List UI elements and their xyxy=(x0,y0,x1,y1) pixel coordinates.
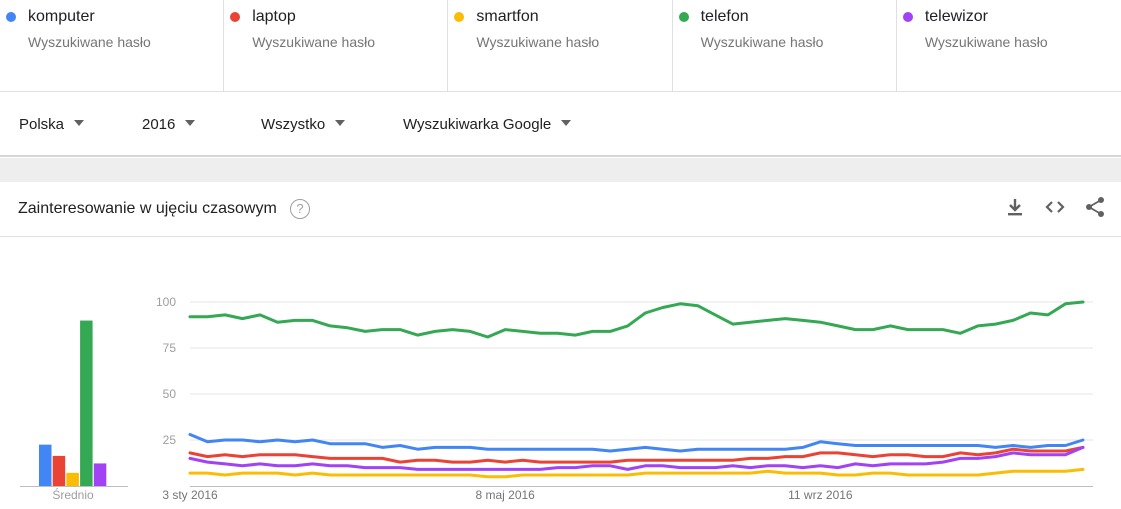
section-divider xyxy=(0,158,1121,182)
y-tick-label: 75 xyxy=(163,341,177,355)
average-label: Średnio xyxy=(52,487,94,502)
category-dropdown[interactable]: Wszystko xyxy=(261,116,346,133)
x-tick-label: 8 maj 2016 xyxy=(475,488,535,502)
download-icon[interactable] xyxy=(1002,194,1028,220)
average-bar-smartfon xyxy=(66,472,79,486)
average-bar-telefon xyxy=(80,320,93,486)
category-value: Wszystko xyxy=(261,116,326,133)
series-line-telewizor xyxy=(188,445,1085,471)
series-color-dot xyxy=(230,12,241,22)
dropdown-caret-icon xyxy=(185,120,196,126)
term-type: Wyszukiwane hasło xyxy=(476,34,600,50)
dropdown-caret-icon xyxy=(335,120,346,126)
term-card-komputer[interactable]: komputer Wyszukiwane hasło xyxy=(0,0,225,92)
term-type: Wyszukiwane hasło xyxy=(924,34,1048,50)
series-line-telefon xyxy=(188,300,1085,339)
series-color-dot xyxy=(6,12,16,22)
series-color-dot xyxy=(678,12,689,22)
term-card-telewizor[interactable]: telewizor Wyszukiwane hasło xyxy=(897,0,1121,92)
dropdown-caret-icon xyxy=(74,120,85,126)
share-icon[interactable] xyxy=(1082,194,1108,220)
series-color-dot xyxy=(454,12,465,22)
y-tick-label: 50 xyxy=(163,387,177,401)
term-name: laptop xyxy=(252,8,296,25)
embed-icon[interactable] xyxy=(1042,194,1068,220)
time-range-value: 2016 xyxy=(142,116,176,133)
series-line-komputer xyxy=(188,433,1085,453)
term-type: Wyszukiwane hasło xyxy=(28,34,151,50)
average-bar-telewizor xyxy=(93,463,107,486)
average-bar-komputer xyxy=(39,444,52,486)
search-property-dropdown[interactable]: Wyszukiwarka Google xyxy=(403,116,572,133)
y-tick-label: 25 xyxy=(163,433,177,447)
series-color-dot xyxy=(902,12,913,22)
term-type: Wyszukiwane hasło xyxy=(252,34,376,50)
series-line-smartfon xyxy=(188,467,1085,479)
term-name: smartfon xyxy=(476,8,539,25)
term-name: telewizor xyxy=(924,8,988,25)
panel-header: Zainteresowanie w ujęciu czasowym ? xyxy=(0,182,1121,237)
region-dropdown[interactable]: Polska xyxy=(19,116,85,133)
time-range-dropdown[interactable]: 2016 xyxy=(142,116,196,133)
term-name: telefon xyxy=(700,8,749,25)
x-tick-label: 3 sty 2016 xyxy=(162,488,218,502)
y-tick-label: 100 xyxy=(156,295,176,309)
series-line-laptop xyxy=(188,445,1085,464)
term-card-smartfon[interactable]: smartfon Wyszukiwane hasło xyxy=(448,0,673,92)
x-tick-label: 11 wrz 2016 xyxy=(788,488,853,502)
filter-bar: Polska 2016 Wszystko Wyszukiwarka Google xyxy=(0,93,1121,157)
region-value: Polska xyxy=(19,116,65,133)
term-name: komputer xyxy=(28,8,95,25)
dropdown-caret-icon xyxy=(561,120,572,126)
help-icon[interactable]: ? xyxy=(290,199,310,219)
term-card-laptop[interactable]: laptop Wyszukiwane hasło xyxy=(224,0,449,92)
term-card-telefon[interactable]: telefon Wyszukiwane hasło xyxy=(673,0,897,92)
search-terms-bar: komputer Wyszukiwane hasło laptop Wyszuk… xyxy=(0,0,1121,92)
panel-title: Zainteresowanie w ujęciu czasowym xyxy=(18,200,277,217)
average-bar-laptop xyxy=(52,455,66,486)
search-property-value: Wyszukiwarka Google xyxy=(403,116,552,133)
term-type: Wyszukiwane hasło xyxy=(700,34,824,50)
